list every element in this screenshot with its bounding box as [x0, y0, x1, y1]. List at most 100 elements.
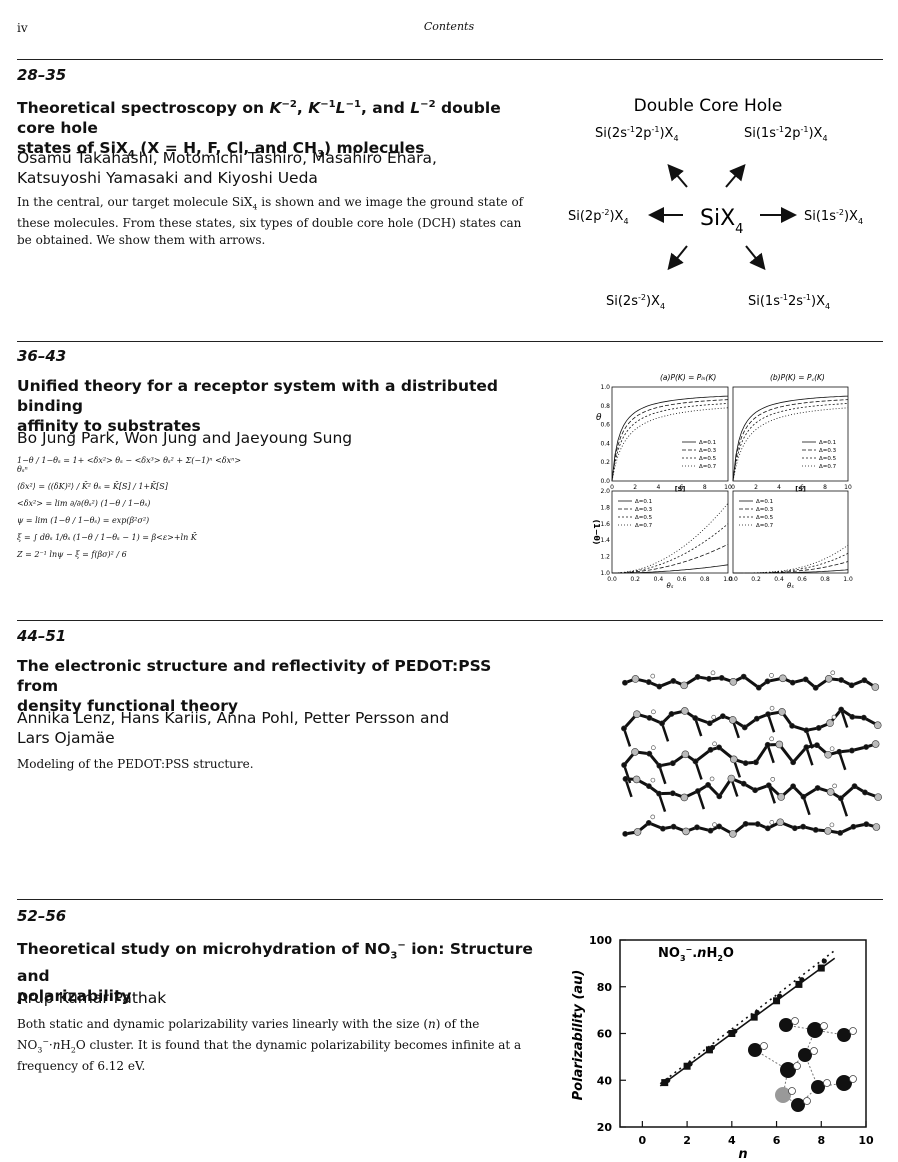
side-bond: [766, 744, 775, 764]
x-tick-label: 0: [731, 484, 735, 491]
legend-label: Δ=0.1: [756, 499, 773, 505]
atom: [815, 725, 822, 731]
data-point-circle: [799, 977, 805, 983]
atom: [824, 750, 832, 759]
atom: [790, 783, 797, 790]
panel-a-title: (a)P(K) = Pₗₙ(K): [660, 373, 716, 382]
atom: [874, 793, 882, 801]
atom: [826, 719, 834, 727]
atom: [779, 674, 787, 683]
hydrogen-atom: [791, 1017, 799, 1025]
series-curve: [611, 395, 729, 482]
hydrogen-atom: [709, 776, 715, 782]
x-tick-label: 2: [754, 484, 758, 491]
atom: [775, 1087, 791, 1103]
y-tick-label: 60: [597, 1028, 613, 1041]
x-tick-label: 6: [773, 1134, 781, 1147]
x-tick-label: 10: [724, 484, 732, 491]
dch-state-top-right: Si(1s-12p-1)X4: [744, 125, 828, 143]
hydrogen-atom: [769, 673, 774, 678]
atom: [753, 715, 760, 722]
y-axis-label: (1−θ): [592, 519, 601, 544]
data-point-circle: [709, 1044, 716, 1051]
atom: [849, 747, 855, 754]
atom: [824, 674, 833, 683]
hydrogen-atom: [831, 714, 837, 720]
polymer-bond: [694, 748, 712, 763]
x-axis-label: θₛ: [667, 582, 674, 590]
atom: [800, 823, 807, 830]
data-point-circle: [821, 958, 827, 964]
hydrogen-atom: [651, 745, 656, 751]
atom: [849, 713, 856, 720]
article-title[interactable]: Theoretical spectroscopy on K−2, K−1L−1,…: [17, 99, 501, 161]
atom: [727, 774, 736, 783]
legend-label: Δ=0.7: [699, 464, 717, 470]
atom: [694, 674, 701, 680]
x-tick-label: 1.0: [723, 576, 733, 583]
atom: [872, 823, 881, 831]
series-curve: [612, 523, 729, 574]
side-bond: [660, 722, 670, 742]
atom: [800, 793, 807, 800]
atom: [748, 1043, 762, 1057]
y-tick-label: 100: [589, 934, 612, 947]
hydrogen-atom: [650, 777, 656, 783]
arrow-down-right: [745, 245, 766, 271]
equation: ξ = ∫ dθₛ 1/θₛ (1−θ / 1−θₛ − 1) = β<ε>+l…: [17, 533, 197, 542]
legend-label: Δ=0.5: [819, 456, 837, 462]
side-bond: [802, 796, 811, 816]
x-tick-label: 4: [728, 1134, 736, 1147]
y-tick-label: 0.8: [600, 403, 610, 410]
y-tick-label: 1.0: [600, 384, 610, 391]
binding-figure: (a)P(K) = Pₗₙ(K) (b)P(K) = P꜀(K) 0 2 4 6 8 10…: [592, 373, 853, 590]
article-abstract: Modeling of the PEDOT:PSS structure.: [17, 757, 254, 771]
series-curve: [611, 403, 729, 482]
atom: [803, 727, 810, 734]
atom: [706, 720, 713, 727]
y-tick-label: 1.2: [600, 554, 610, 561]
y-tick-label: 0.2: [600, 459, 610, 466]
data-point-square: [705, 1046, 713, 1054]
atom: [753, 759, 759, 766]
polymer-bond: [754, 743, 769, 764]
article-title[interactable]: The electronic structure and reflectivit…: [17, 657, 492, 715]
x-tick-label: 2: [633, 484, 637, 491]
atom: [871, 740, 880, 748]
atom: [621, 725, 627, 732]
atom: [836, 1075, 852, 1091]
atom: [681, 707, 689, 715]
y-tick-label: 40: [597, 1074, 613, 1087]
atom: [656, 683, 663, 690]
atom: [779, 1018, 793, 1032]
atom: [680, 681, 688, 690]
equation-block: 1−θ / 1−θₛ = 1+ <δx²> θₛ − <δx³> θₛ² + Σ…: [17, 456, 247, 559]
x-tick-label: 0.0: [607, 576, 617, 583]
hydrogen-atom: [711, 714, 717, 720]
atom: [729, 830, 737, 838]
arrow-up-left: [667, 163, 688, 188]
dch-state-right: Si(1s-2)X4: [804, 208, 863, 226]
atom: [754, 821, 761, 827]
atom: [826, 788, 835, 796]
dch-state-top-left: Si(2s-12p-1)X4: [595, 125, 679, 143]
series-curve: [612, 503, 729, 574]
atom: [851, 783, 858, 790]
side-bond: [624, 778, 633, 798]
data-point-circle: [665, 1077, 671, 1083]
legend-label: Δ=0.1: [699, 440, 716, 446]
hydrogen-atom: [810, 1047, 818, 1055]
panel-frame: [611, 490, 729, 574]
article-title[interactable]: Unified theory for a receptor system wit…: [17, 377, 499, 435]
atom: [814, 785, 821, 791]
atom: [682, 827, 690, 836]
atom: [863, 744, 870, 750]
y-tick-label: 0.6: [600, 422, 610, 429]
data-point-square: [750, 1013, 758, 1021]
article-title[interactable]: Theoretical study on microhydration of N…: [17, 940, 533, 1006]
x-tick-label: 0.6: [677, 576, 687, 583]
atom: [742, 820, 749, 827]
atom: [622, 775, 629, 782]
atom: [765, 711, 771, 718]
x-tick-label: 0.8: [700, 576, 710, 583]
